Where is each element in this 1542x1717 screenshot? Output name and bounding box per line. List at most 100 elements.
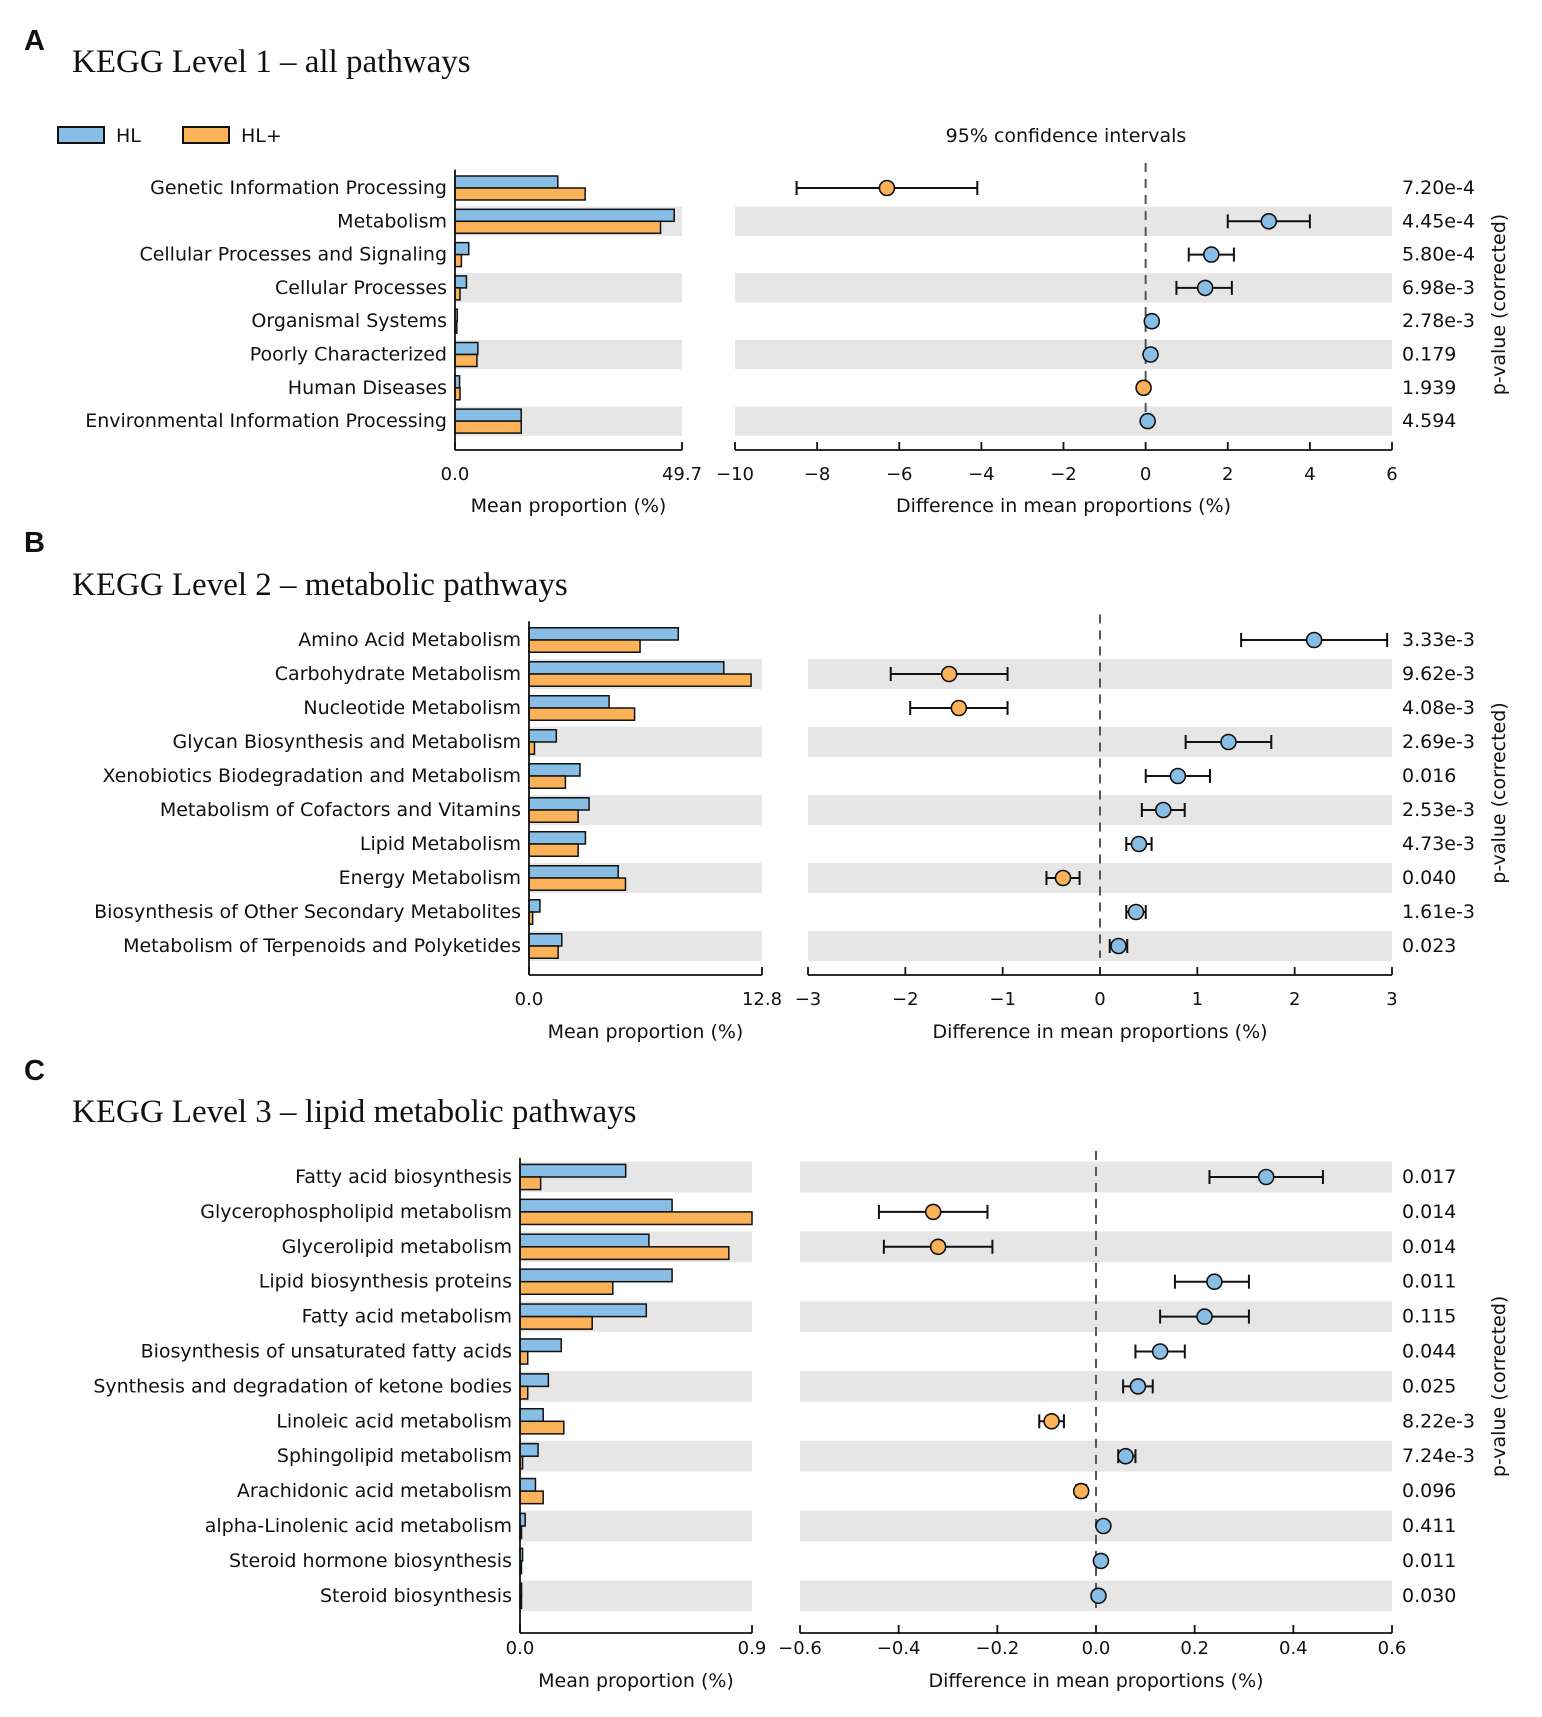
p-value: 0.011: [1402, 1271, 1456, 1293]
p-value: 0.115: [1402, 1306, 1456, 1328]
bar-hlplus: [528, 877, 627, 891]
p-value: 1.61e-3: [1402, 901, 1475, 923]
diff-point: [1090, 1587, 1107, 1605]
category-label: alpha-Linolenic acid metabolism: [205, 1515, 512, 1537]
bar-hl: [528, 865, 619, 879]
diff-point: [929, 1238, 947, 1256]
p-value: 4.73e-3: [1402, 833, 1475, 855]
category-label: Synthesis and degradation of ketone bodi…: [93, 1375, 512, 1397]
bar-tick-label: 0.0: [515, 989, 544, 1010]
category-label: Fatty acid metabolism: [302, 1306, 512, 1328]
p-value: 4.08e-3: [1402, 697, 1475, 719]
legend-hl-swatch: [57, 126, 105, 144]
category-label: Arachidonic acid metabolism: [237, 1480, 512, 1502]
diff-tick-label: −0.2: [975, 1638, 1019, 1659]
bar-hl: [528, 763, 581, 777]
bar-hlplus: [528, 673, 752, 687]
row-stripe-bar: [520, 1510, 752, 1542]
diff-tick-label: 2: [1222, 464, 1233, 485]
bar-axis-title: Mean proportion (%): [548, 1021, 744, 1043]
diff-point: [1169, 767, 1187, 785]
diff-point: [1257, 1168, 1275, 1186]
p-value: 4.45e-4: [1402, 210, 1475, 232]
bar-hl: [519, 1338, 562, 1353]
panel-title: KEGG Level 3 – lipid metabolic pathways: [72, 1094, 637, 1130]
p-value: 0.044: [1402, 1341, 1456, 1363]
category-label: Xenobiotics Biodegradation and Metabolis…: [102, 765, 521, 787]
diff-point: [1154, 801, 1172, 819]
diff-tick-label: −1: [989, 989, 1016, 1010]
bar-tick-label: 12.8: [742, 989, 782, 1010]
diff-tick-label: −8: [804, 464, 831, 485]
diff-tick-label: 6: [1386, 464, 1397, 485]
panel-title: KEGG Level 2 – metabolic pathways: [72, 567, 568, 603]
bar-hl: [519, 1233, 650, 1248]
p-value: 4.594: [1402, 410, 1456, 432]
diff-tick-label: −2: [892, 989, 919, 1010]
category-label: Sphingolipid metabolism: [277, 1445, 512, 1467]
diff-point: [1143, 312, 1161, 330]
category-label: Biosynthesis of unsaturated fatty acids: [141, 1341, 512, 1363]
diff-axis-title: Difference in mean proportions (%): [928, 1670, 1263, 1692]
diff-point: [1203, 246, 1220, 263]
diff-tick-label: −6: [886, 464, 913, 485]
bar-hl: [519, 1268, 673, 1283]
diff-point: [1206, 1273, 1223, 1290]
category-label: Cellular Processes and Signaling: [139, 244, 447, 266]
bar-hlplus: [528, 639, 641, 653]
p-value: 0.014: [1402, 1236, 1456, 1258]
legend-hl-label: HL: [116, 125, 141, 147]
bar-hl: [454, 175, 559, 189]
diff-axis-title: Difference in mean proportions (%): [932, 1021, 1267, 1043]
row-stripe-diff: [735, 339, 1392, 370]
bar-hl: [528, 899, 541, 913]
category-label: Carbohydrate Metabolism: [275, 663, 521, 685]
panel-c: C KEGG Level 3 – lipid metabolic pathways…: [24, 1055, 1510, 1692]
bar-tick-label: 0.0: [441, 464, 470, 485]
category-label: Glycerophospholipid metabolism: [200, 1201, 512, 1223]
category-label: Metabolism: [337, 210, 447, 232]
panel-letter: C: [24, 1055, 45, 1087]
bar-hlplus: [454, 253, 463, 268]
diff-tick-label: 0.0: [1082, 1638, 1111, 1659]
diff-point: [1130, 835, 1148, 853]
category-label: Glycan Biosynthesis and Metabolism: [173, 731, 521, 753]
bar-hlplus: [519, 1315, 593, 1330]
bar-hl: [519, 1442, 539, 1457]
p-value: 0.011: [1402, 1550, 1456, 1572]
diff-point: [940, 665, 958, 683]
pvalue-axis-label: p-value (corrected): [1488, 214, 1510, 395]
bar-tick-label: 0.9: [738, 1638, 767, 1659]
legend-hlplus-label: HL+: [241, 125, 282, 147]
p-value: 7.20e-4: [1402, 177, 1475, 199]
category-label: Cellular Processes: [275, 277, 447, 299]
bar-hl: [454, 241, 470, 256]
p-value: 0.411: [1402, 1515, 1456, 1537]
diff-tick-label: 0: [1140, 464, 1151, 485]
diff-point: [1043, 1413, 1060, 1430]
bar-hl: [519, 1163, 627, 1178]
diff-tick-label: −0.6: [778, 1638, 822, 1659]
bar-hl: [528, 933, 563, 947]
p-value: 3.33e-3: [1402, 629, 1475, 651]
diff-tick-label: 4: [1304, 464, 1315, 485]
bar-hl: [528, 661, 725, 675]
diff-tick-label: 0.6: [1378, 1638, 1407, 1659]
bar-hlplus: [454, 420, 522, 434]
bar-hl: [519, 1373, 550, 1388]
category-label: Amino Acid Metabolism: [298, 629, 521, 651]
bar-hlplus: [519, 1385, 529, 1400]
row-stripe-diff: [735, 406, 1392, 436]
diff-point: [1220, 733, 1237, 751]
bar-hlplus: [528, 945, 559, 959]
category-label: Steroid biosynthesis: [320, 1585, 512, 1607]
bar-hl: [454, 408, 522, 422]
ci-title: 95% confidence intervals: [946, 125, 1187, 147]
diff-tick-label: 0: [1094, 989, 1105, 1010]
diff-tick-label: 1: [1192, 989, 1203, 1010]
category-label: Environmental Information Processing: [85, 410, 447, 432]
row-stripe-bar: [520, 1440, 752, 1472]
diff-point: [950, 699, 968, 717]
diff-point: [878, 179, 896, 197]
diff-point: [1135, 379, 1152, 397]
